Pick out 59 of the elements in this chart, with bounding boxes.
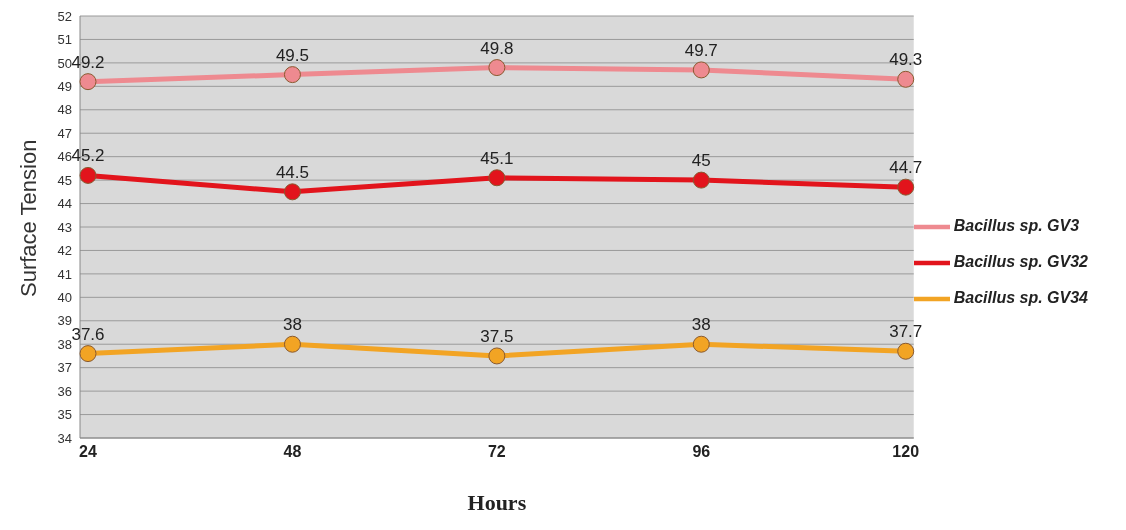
- y-tick-label: 40: [57, 289, 72, 305]
- y-tick-label: 43: [57, 219, 72, 235]
- y-tick-label: 47: [57, 125, 72, 141]
- y-tick-label: 39: [57, 313, 72, 329]
- point: [488, 59, 506, 77]
- x-tick-label: 72: [487, 443, 506, 461]
- x-tick-label: 120: [892, 443, 920, 461]
- point: [692, 61, 710, 79]
- data-label: 49.5: [275, 45, 309, 65]
- data-label: 49.2: [71, 52, 105, 72]
- y-tick-label: 34: [57, 430, 72, 446]
- x-axis-title: Hours: [467, 490, 527, 515]
- point: [79, 345, 97, 363]
- data-label: 45: [691, 151, 711, 171]
- data-label: 38: [282, 315, 302, 335]
- y-tick-label: 38: [57, 336, 72, 352]
- legend-label: Bacillus sp. GV32: [953, 253, 1088, 271]
- data-label: 45.1: [480, 148, 514, 168]
- data-label: 49.3: [889, 50, 923, 70]
- data-label: 44.7: [889, 158, 923, 178]
- point: [79, 73, 97, 91]
- point: [897, 342, 915, 360]
- data-label: 49.7: [684, 40, 718, 60]
- y-tick-label: 50: [57, 55, 72, 71]
- y-tick-label: 37: [57, 360, 72, 376]
- y-tick-label: 48: [57, 102, 72, 118]
- data-label: 38: [691, 315, 711, 335]
- y-tick-label: 41: [57, 266, 72, 282]
- y-axis-title: Surface Tension: [15, 139, 41, 297]
- y-tick-label: 36: [57, 383, 72, 399]
- data-label: 49.8: [480, 38, 514, 58]
- y-tick-label: 45: [57, 172, 72, 188]
- data-label: 44.5: [275, 162, 309, 182]
- data-label: 37.7: [889, 322, 923, 342]
- point: [283, 335, 301, 353]
- y-tick-label: 51: [57, 32, 72, 48]
- x-tick-label: 96: [692, 443, 711, 461]
- point: [283, 66, 301, 84]
- y-tick-label: 35: [57, 407, 72, 423]
- data-label: 37.5: [480, 326, 514, 346]
- data-label: 37.6: [71, 324, 105, 344]
- y-tick-label: 44: [57, 196, 72, 212]
- y-tick-label: 46: [57, 149, 72, 165]
- point: [488, 347, 506, 365]
- point: [897, 178, 915, 196]
- point: [79, 166, 97, 184]
- point: [692, 335, 710, 353]
- point: [283, 183, 301, 201]
- x-tick-label: 48: [283, 443, 302, 461]
- y-tick-label: 49: [57, 78, 72, 94]
- data-label: 45.2: [71, 146, 105, 166]
- point: [488, 169, 506, 187]
- point: [897, 70, 915, 88]
- x-tick-label: 24: [79, 443, 97, 461]
- point: [692, 171, 710, 189]
- y-tick-label: 42: [57, 243, 72, 259]
- y-tick-label: 52: [57, 8, 72, 24]
- legend-label: Bacillus sp. GV3: [953, 217, 1080, 235]
- legend-label: Bacillus sp. GV34: [953, 289, 1088, 307]
